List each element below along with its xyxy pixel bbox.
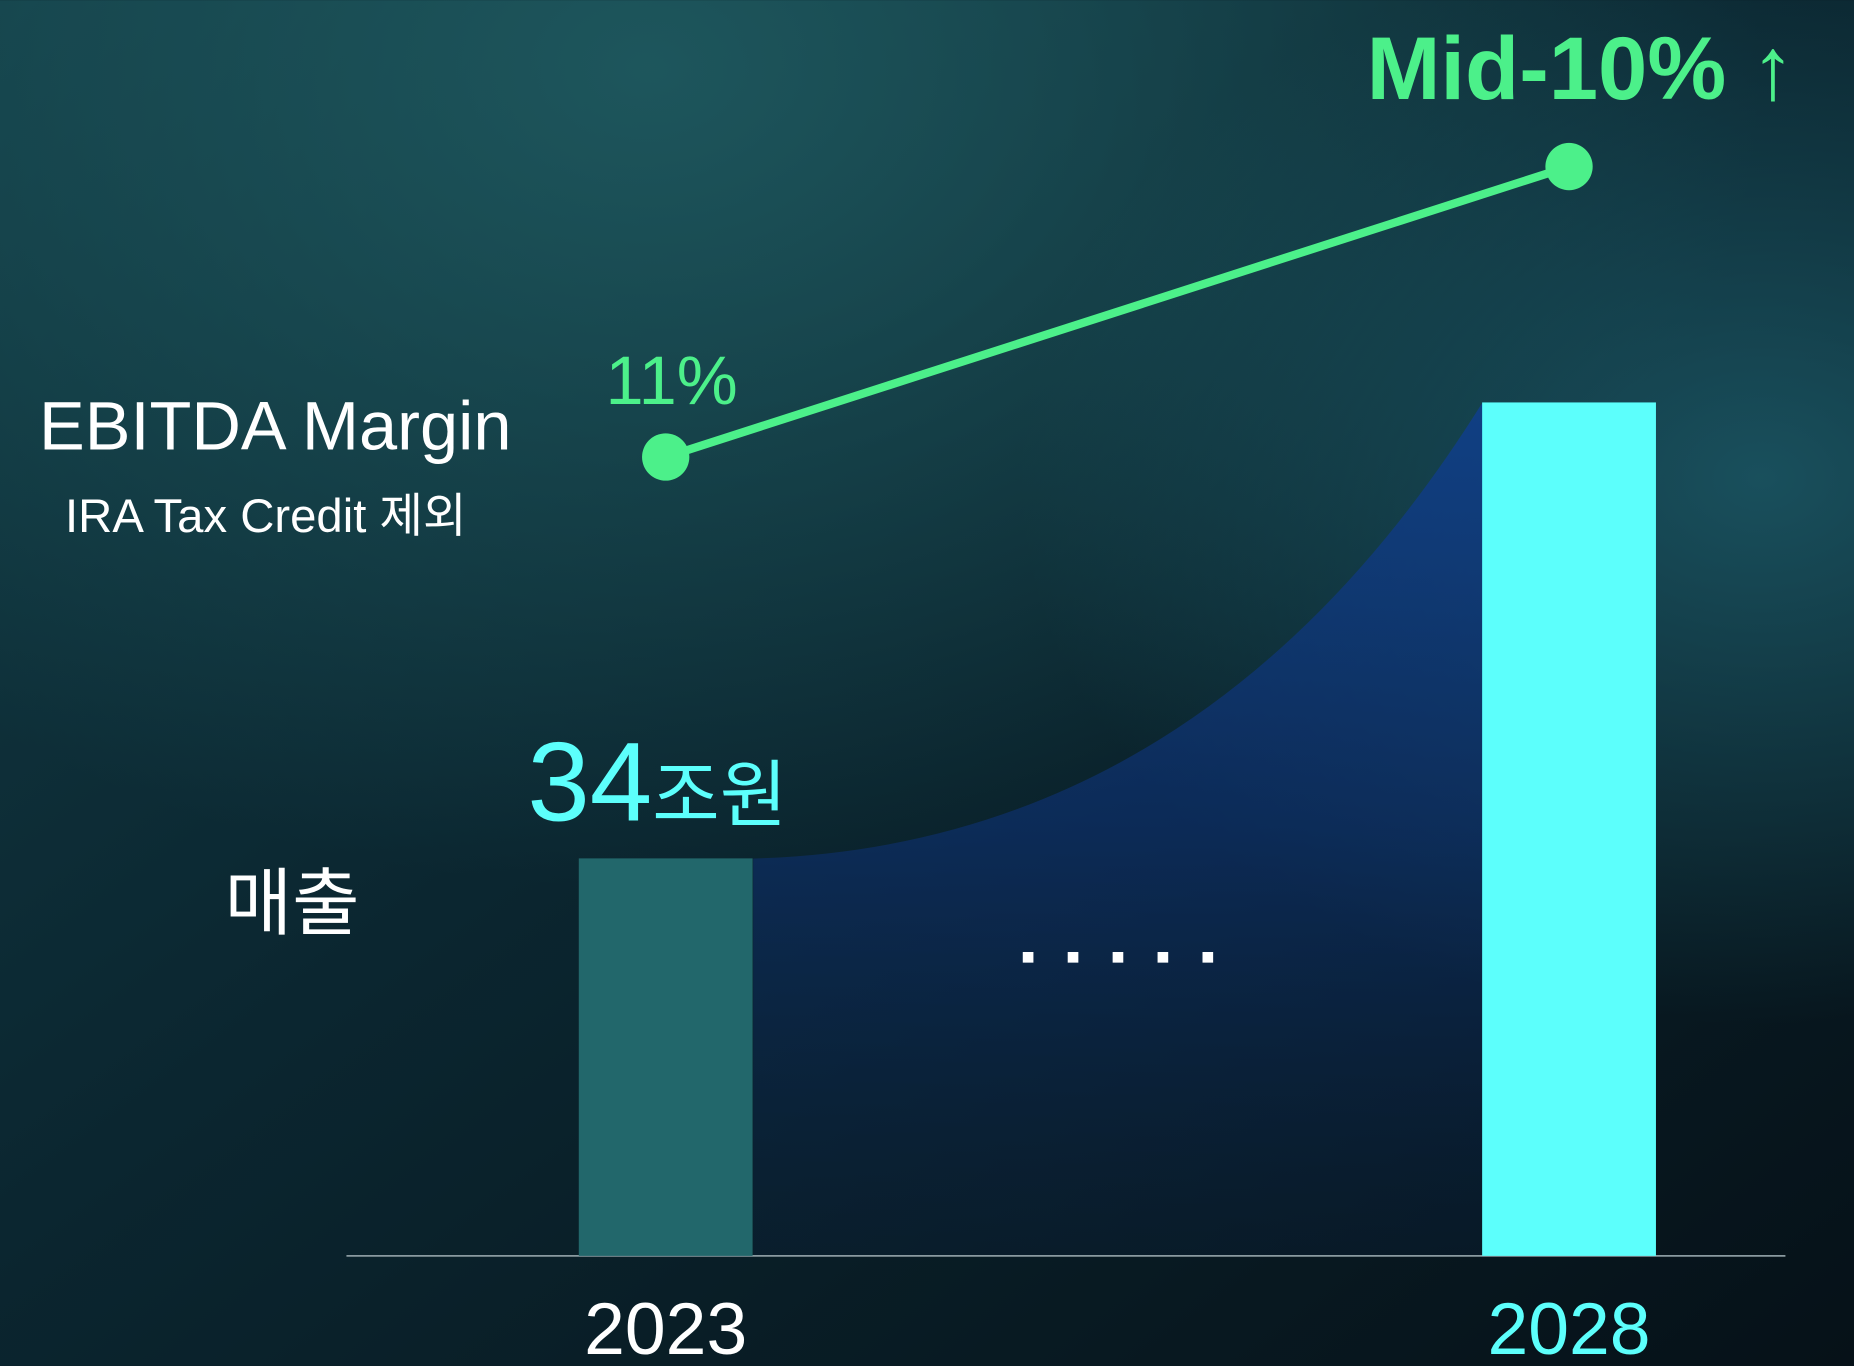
line-point [642, 433, 690, 481]
line-series-subtitle: IRA Tax Credit 제외 [65, 490, 466, 543]
line [664, 162, 1571, 461]
x-tick-label: 2023 [584, 1288, 747, 1366]
bar-series-name: 매출 [225, 862, 360, 944]
growth-curve [753, 402, 1483, 1256]
value: 34 [527, 719, 652, 845]
bar [1482, 402, 1656, 1256]
ellipsis [1022, 951, 1214, 963]
unit: 조원 [652, 755, 787, 837]
line-value-label: 11% [606, 342, 738, 419]
bar [578, 858, 753, 1256]
bar-value-label: 34조원 [527, 719, 787, 845]
x-tick-label: 2028 [1488, 1288, 1651, 1366]
line-point [1545, 142, 1593, 191]
annotation: Mid-10% ↑ [1367, 19, 1796, 118]
line-series-name: EBITDA Margin [39, 387, 511, 464]
